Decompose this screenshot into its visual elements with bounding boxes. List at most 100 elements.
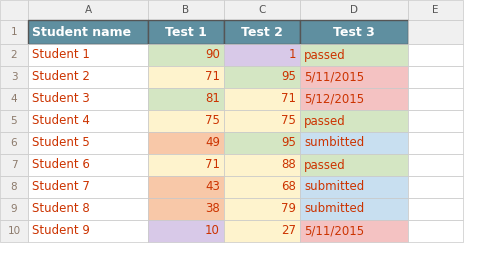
- Bar: [148, 198, 224, 220]
- Bar: [148, 176, 224, 198]
- Bar: [28, 176, 148, 198]
- Text: 6: 6: [11, 138, 17, 148]
- Text: 10: 10: [204, 225, 219, 238]
- Text: 38: 38: [205, 203, 219, 215]
- Bar: [407, 132, 462, 154]
- Text: 49: 49: [204, 136, 219, 150]
- Bar: [407, 66, 462, 88]
- Bar: [148, 20, 224, 44]
- Bar: [0, 132, 28, 154]
- Bar: [300, 132, 407, 154]
- Bar: [224, 44, 300, 66]
- Bar: [407, 0, 462, 20]
- Bar: [28, 44, 148, 66]
- Bar: [28, 66, 148, 88]
- Bar: [28, 110, 148, 132]
- Bar: [148, 66, 224, 88]
- Text: 5/11/2015: 5/11/2015: [303, 70, 363, 83]
- Text: 95: 95: [280, 70, 295, 83]
- Text: Student 5: Student 5: [32, 136, 90, 150]
- Bar: [300, 44, 407, 66]
- Bar: [224, 20, 300, 44]
- Bar: [407, 154, 462, 176]
- Text: submitted: submitted: [303, 203, 363, 215]
- Text: Student name: Student name: [32, 26, 131, 38]
- Bar: [407, 88, 462, 110]
- Text: Student 2: Student 2: [32, 70, 90, 83]
- Bar: [300, 20, 407, 44]
- Text: 95: 95: [280, 136, 295, 150]
- Bar: [224, 132, 300, 154]
- Text: 71: 71: [204, 158, 219, 172]
- Bar: [407, 110, 462, 132]
- Bar: [300, 66, 407, 88]
- Bar: [0, 220, 28, 242]
- Bar: [300, 198, 407, 220]
- Bar: [300, 220, 407, 242]
- Text: 90: 90: [204, 48, 219, 62]
- Bar: [300, 88, 407, 110]
- Text: A: A: [84, 5, 91, 15]
- Bar: [0, 44, 28, 66]
- Bar: [28, 132, 148, 154]
- Bar: [224, 198, 300, 220]
- Text: Student 4: Student 4: [32, 115, 90, 128]
- Text: 4: 4: [11, 94, 17, 104]
- Text: sumbitted: sumbitted: [303, 136, 363, 150]
- Bar: [224, 176, 300, 198]
- Bar: [407, 176, 462, 198]
- Bar: [28, 88, 148, 110]
- Text: 9: 9: [11, 204, 17, 214]
- Text: B: B: [182, 5, 189, 15]
- Text: 27: 27: [280, 225, 295, 238]
- Text: 68: 68: [280, 180, 295, 193]
- Text: Student 1: Student 1: [32, 48, 90, 62]
- Bar: [407, 20, 462, 44]
- Text: 43: 43: [204, 180, 219, 193]
- Text: 81: 81: [204, 93, 219, 105]
- Bar: [224, 220, 300, 242]
- Bar: [148, 44, 224, 66]
- Bar: [0, 154, 28, 176]
- Bar: [28, 20, 148, 44]
- Text: 88: 88: [281, 158, 295, 172]
- Bar: [148, 0, 224, 20]
- Text: Test 2: Test 2: [240, 26, 282, 38]
- Text: 5/12/2015: 5/12/2015: [303, 93, 363, 105]
- Text: 3: 3: [11, 72, 17, 82]
- Text: Student 6: Student 6: [32, 158, 90, 172]
- Text: 10: 10: [7, 226, 21, 236]
- Text: Student 3: Student 3: [32, 93, 90, 105]
- Bar: [407, 198, 462, 220]
- Bar: [300, 176, 407, 198]
- Text: 71: 71: [280, 93, 295, 105]
- Bar: [0, 66, 28, 88]
- Text: Student 9: Student 9: [32, 225, 90, 238]
- Text: 5/11/2015: 5/11/2015: [303, 225, 363, 238]
- Text: E: E: [432, 5, 438, 15]
- Bar: [148, 132, 224, 154]
- Bar: [407, 220, 462, 242]
- Text: passed: passed: [303, 158, 345, 172]
- Text: 75: 75: [204, 115, 219, 128]
- Bar: [148, 88, 224, 110]
- Bar: [0, 0, 28, 20]
- Bar: [28, 198, 148, 220]
- Bar: [224, 66, 300, 88]
- Bar: [0, 176, 28, 198]
- Text: Test 1: Test 1: [165, 26, 206, 38]
- Text: D: D: [349, 5, 357, 15]
- Text: 5: 5: [11, 116, 17, 126]
- Text: Student 7: Student 7: [32, 180, 90, 193]
- Bar: [300, 110, 407, 132]
- Bar: [0, 88, 28, 110]
- Bar: [300, 154, 407, 176]
- Bar: [224, 88, 300, 110]
- Bar: [28, 0, 148, 20]
- Bar: [224, 110, 300, 132]
- Bar: [0, 20, 28, 44]
- Text: 1: 1: [288, 48, 295, 62]
- Text: 75: 75: [280, 115, 295, 128]
- Text: 2: 2: [11, 50, 17, 60]
- Text: 71: 71: [204, 70, 219, 83]
